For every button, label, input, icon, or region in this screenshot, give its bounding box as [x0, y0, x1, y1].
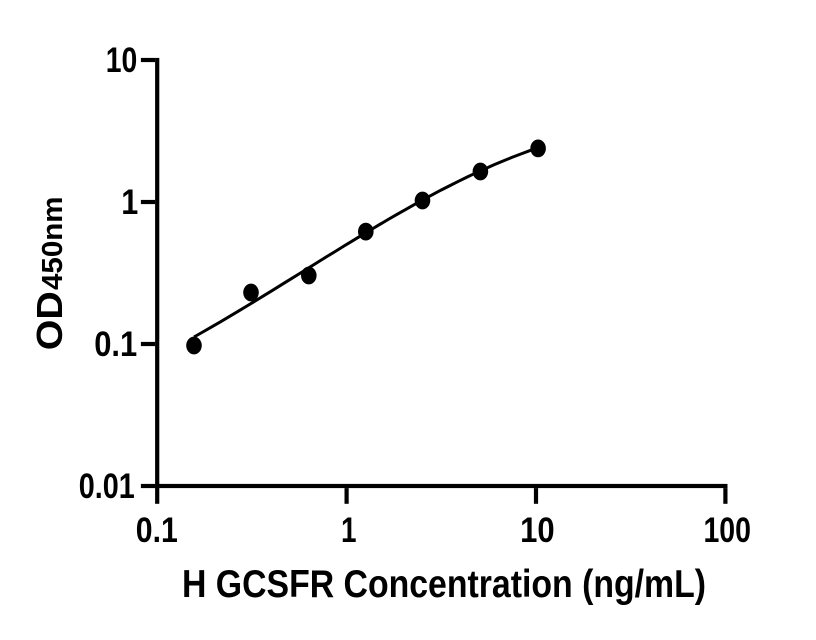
- svg-text:1: 1: [341, 511, 357, 550]
- svg-text:0.01: 0.01: [79, 467, 135, 506]
- svg-text:100: 100: [703, 511, 751, 550]
- svg-text:450nm: 450nm: [37, 197, 69, 291]
- svg-text:OD: OD: [29, 291, 70, 350]
- svg-text:1: 1: [121, 183, 138, 222]
- svg-text:0.1: 0.1: [136, 511, 178, 550]
- svg-text:0.1: 0.1: [94, 325, 137, 364]
- svg-text:H GCSFR Concentration (ng/mL): H GCSFR Concentration (ng/mL): [182, 563, 706, 606]
- svg-text:10: 10: [106, 41, 138, 80]
- svg-text:10: 10: [520, 511, 555, 550]
